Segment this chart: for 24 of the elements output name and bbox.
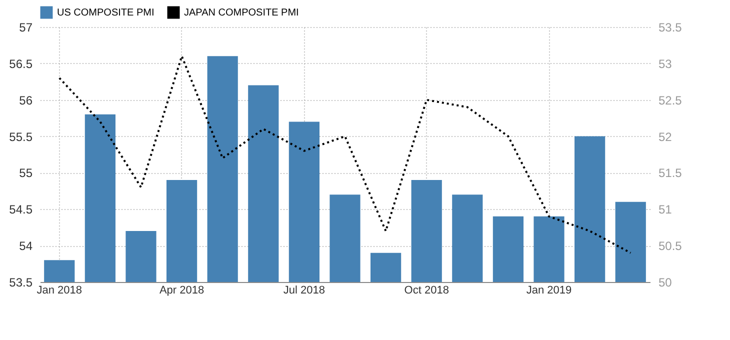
y-tick-label: 56 <box>19 93 33 108</box>
y-tick-label: 53.5 <box>9 276 33 290</box>
y2-tick-label: 53.5 <box>658 20 682 34</box>
y-tick-label: 56.5 <box>9 56 33 71</box>
y2-tick-label: 50.5 <box>658 239 682 254</box>
y-tick-label: 54 <box>19 239 33 254</box>
y-tick-label: 57 <box>19 20 33 34</box>
y2-tick-label: 51.5 <box>658 166 682 180</box>
y2-tick-label: 52 <box>658 130 672 144</box>
x-tick-label: Oct 2018 <box>404 284 449 296</box>
x-tick-label: Jan 2018 <box>36 284 82 296</box>
x-tick-label: Apr 2018 <box>159 284 204 296</box>
x-tick-label: Jul 2018 <box>283 284 325 296</box>
legend-label: US COMPOSITE PMI <box>57 8 154 19</box>
y2-tick-label: 51 <box>658 202 672 217</box>
y2-tick-label: 50 <box>658 276 672 290</box>
y-tick-label: 55.5 <box>9 130 33 144</box>
x-tick-label: Jan 2019 <box>526 284 572 296</box>
y2-tick-label: 53 <box>658 56 672 71</box>
line-series <box>58 55 632 254</box>
y-tick-label: 55 <box>19 166 33 180</box>
y-tick-label: 54.5 <box>9 202 33 217</box>
legend-label: JAPAN COMPOSITE PMI <box>184 8 299 19</box>
y2-tick-label: 52.5 <box>658 93 682 108</box>
